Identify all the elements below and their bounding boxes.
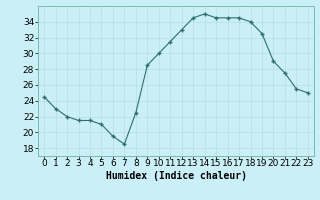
- X-axis label: Humidex (Indice chaleur): Humidex (Indice chaleur): [106, 171, 246, 181]
